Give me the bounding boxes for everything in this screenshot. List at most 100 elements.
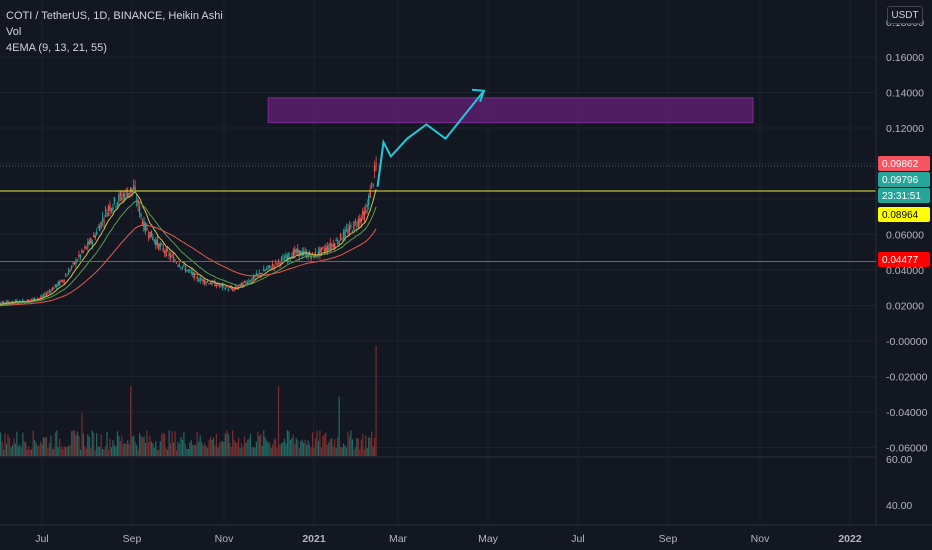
candle-body (134, 187, 136, 190)
volume-bar (73, 430, 76, 456)
volume-bar (174, 431, 176, 456)
volume-bar (301, 439, 303, 456)
volume-bar (162, 432, 164, 456)
volume-bar (50, 435, 52, 456)
candle-body (304, 251, 306, 253)
volume-bar (206, 447, 209, 456)
volume-bar (195, 444, 197, 456)
volume-bar (285, 443, 287, 456)
price-tick-label: 0.14000 (886, 88, 924, 100)
volume-bar (217, 447, 219, 456)
volume-bar (106, 431, 108, 456)
candle-body (107, 206, 110, 210)
candle-body (310, 255, 312, 259)
volume-bar (90, 447, 92, 456)
volume-bar (121, 435, 123, 456)
candle-body (19, 300, 21, 302)
candle-body (187, 269, 190, 271)
candle-body (181, 266, 184, 268)
candle-body (30, 298, 33, 300)
candle-body (128, 192, 130, 195)
volume-bar (199, 435, 201, 456)
candle-body (97, 227, 99, 229)
currency-button[interactable]: USDT (887, 6, 923, 24)
volume-bar (323, 434, 325, 456)
volume-bar (258, 435, 260, 456)
candle-body (33, 297, 36, 301)
candle-body (84, 246, 86, 248)
candle-body (283, 258, 286, 261)
candle-body (29, 300, 31, 302)
volume-bar (294, 444, 296, 456)
volume-bar (236, 442, 238, 456)
volume-bar (150, 441, 152, 456)
volume-bar (229, 442, 231, 456)
volume-bar (36, 445, 39, 456)
volume-bar (187, 449, 189, 456)
volume-bar (34, 439, 36, 456)
candle-body (147, 235, 150, 237)
candle-body (104, 209, 107, 212)
candle-body (362, 211, 364, 215)
volume-bar (282, 442, 284, 456)
volume-bar (193, 444, 195, 456)
candle-body (251, 278, 253, 281)
ema-21-line (0, 200, 377, 306)
candle-body (175, 262, 178, 264)
candle-body (360, 218, 363, 223)
volume-bar (93, 432, 95, 456)
candle-body (7, 301, 9, 303)
candle-body (169, 255, 172, 258)
candle-body (38, 298, 40, 300)
candle-body (1, 301, 3, 304)
candle-body (79, 254, 82, 258)
volume-bar (181, 439, 184, 456)
volume-bar (306, 444, 308, 456)
volume-bar (127, 440, 129, 456)
price-tick-label: -0.06000 (886, 443, 928, 455)
volume-bar (137, 449, 139, 456)
volume-bar (298, 447, 300, 456)
ema-55-line (0, 224, 377, 307)
candle-body (59, 281, 61, 285)
candle-body (336, 242, 339, 244)
volume-bar (371, 431, 373, 456)
candle-body (26, 299, 28, 303)
volume-bar (328, 442, 330, 456)
candle-body (357, 219, 360, 227)
volume-bar (152, 443, 154, 456)
volume-bar (279, 444, 281, 456)
candle-body (220, 284, 222, 286)
candle-body (193, 272, 195, 279)
volume-bar (88, 436, 90, 456)
candle-body (279, 262, 281, 265)
volume-bar (38, 445, 40, 456)
volume-bar (289, 439, 291, 456)
time-tick-label: Nov (215, 533, 234, 545)
symbol-title[interactable]: COTI / TetherUS, 1D, BINANCE, Heikin Ash… (6, 10, 223, 22)
candle-body (211, 280, 213, 285)
volume-bar (170, 443, 172, 456)
ema-legend[interactable]: 4EMA (9, 13, 21, 55) (6, 42, 107, 54)
candle-body (328, 247, 330, 251)
volume-bar (243, 436, 246, 456)
candle-body (81, 249, 83, 253)
candle-body (91, 241, 93, 245)
volume-bar (39, 441, 42, 456)
candle-body (88, 240, 91, 245)
volume-tick-label: 40.00 (886, 500, 912, 512)
candle-body (32, 298, 34, 300)
volume-bar (8, 438, 11, 456)
volume-tick-label: 60.00 (886, 454, 912, 466)
candle-body (61, 280, 64, 283)
volume-legend[interactable]: Vol (6, 26, 22, 38)
volume-bar (75, 435, 77, 456)
candle-body (183, 264, 185, 266)
volume-bar (317, 441, 320, 456)
volume-bar (329, 439, 331, 456)
volume-bar (131, 436, 133, 456)
price-tick-label: -0.00000 (886, 336, 928, 348)
volume-bar (374, 437, 376, 456)
